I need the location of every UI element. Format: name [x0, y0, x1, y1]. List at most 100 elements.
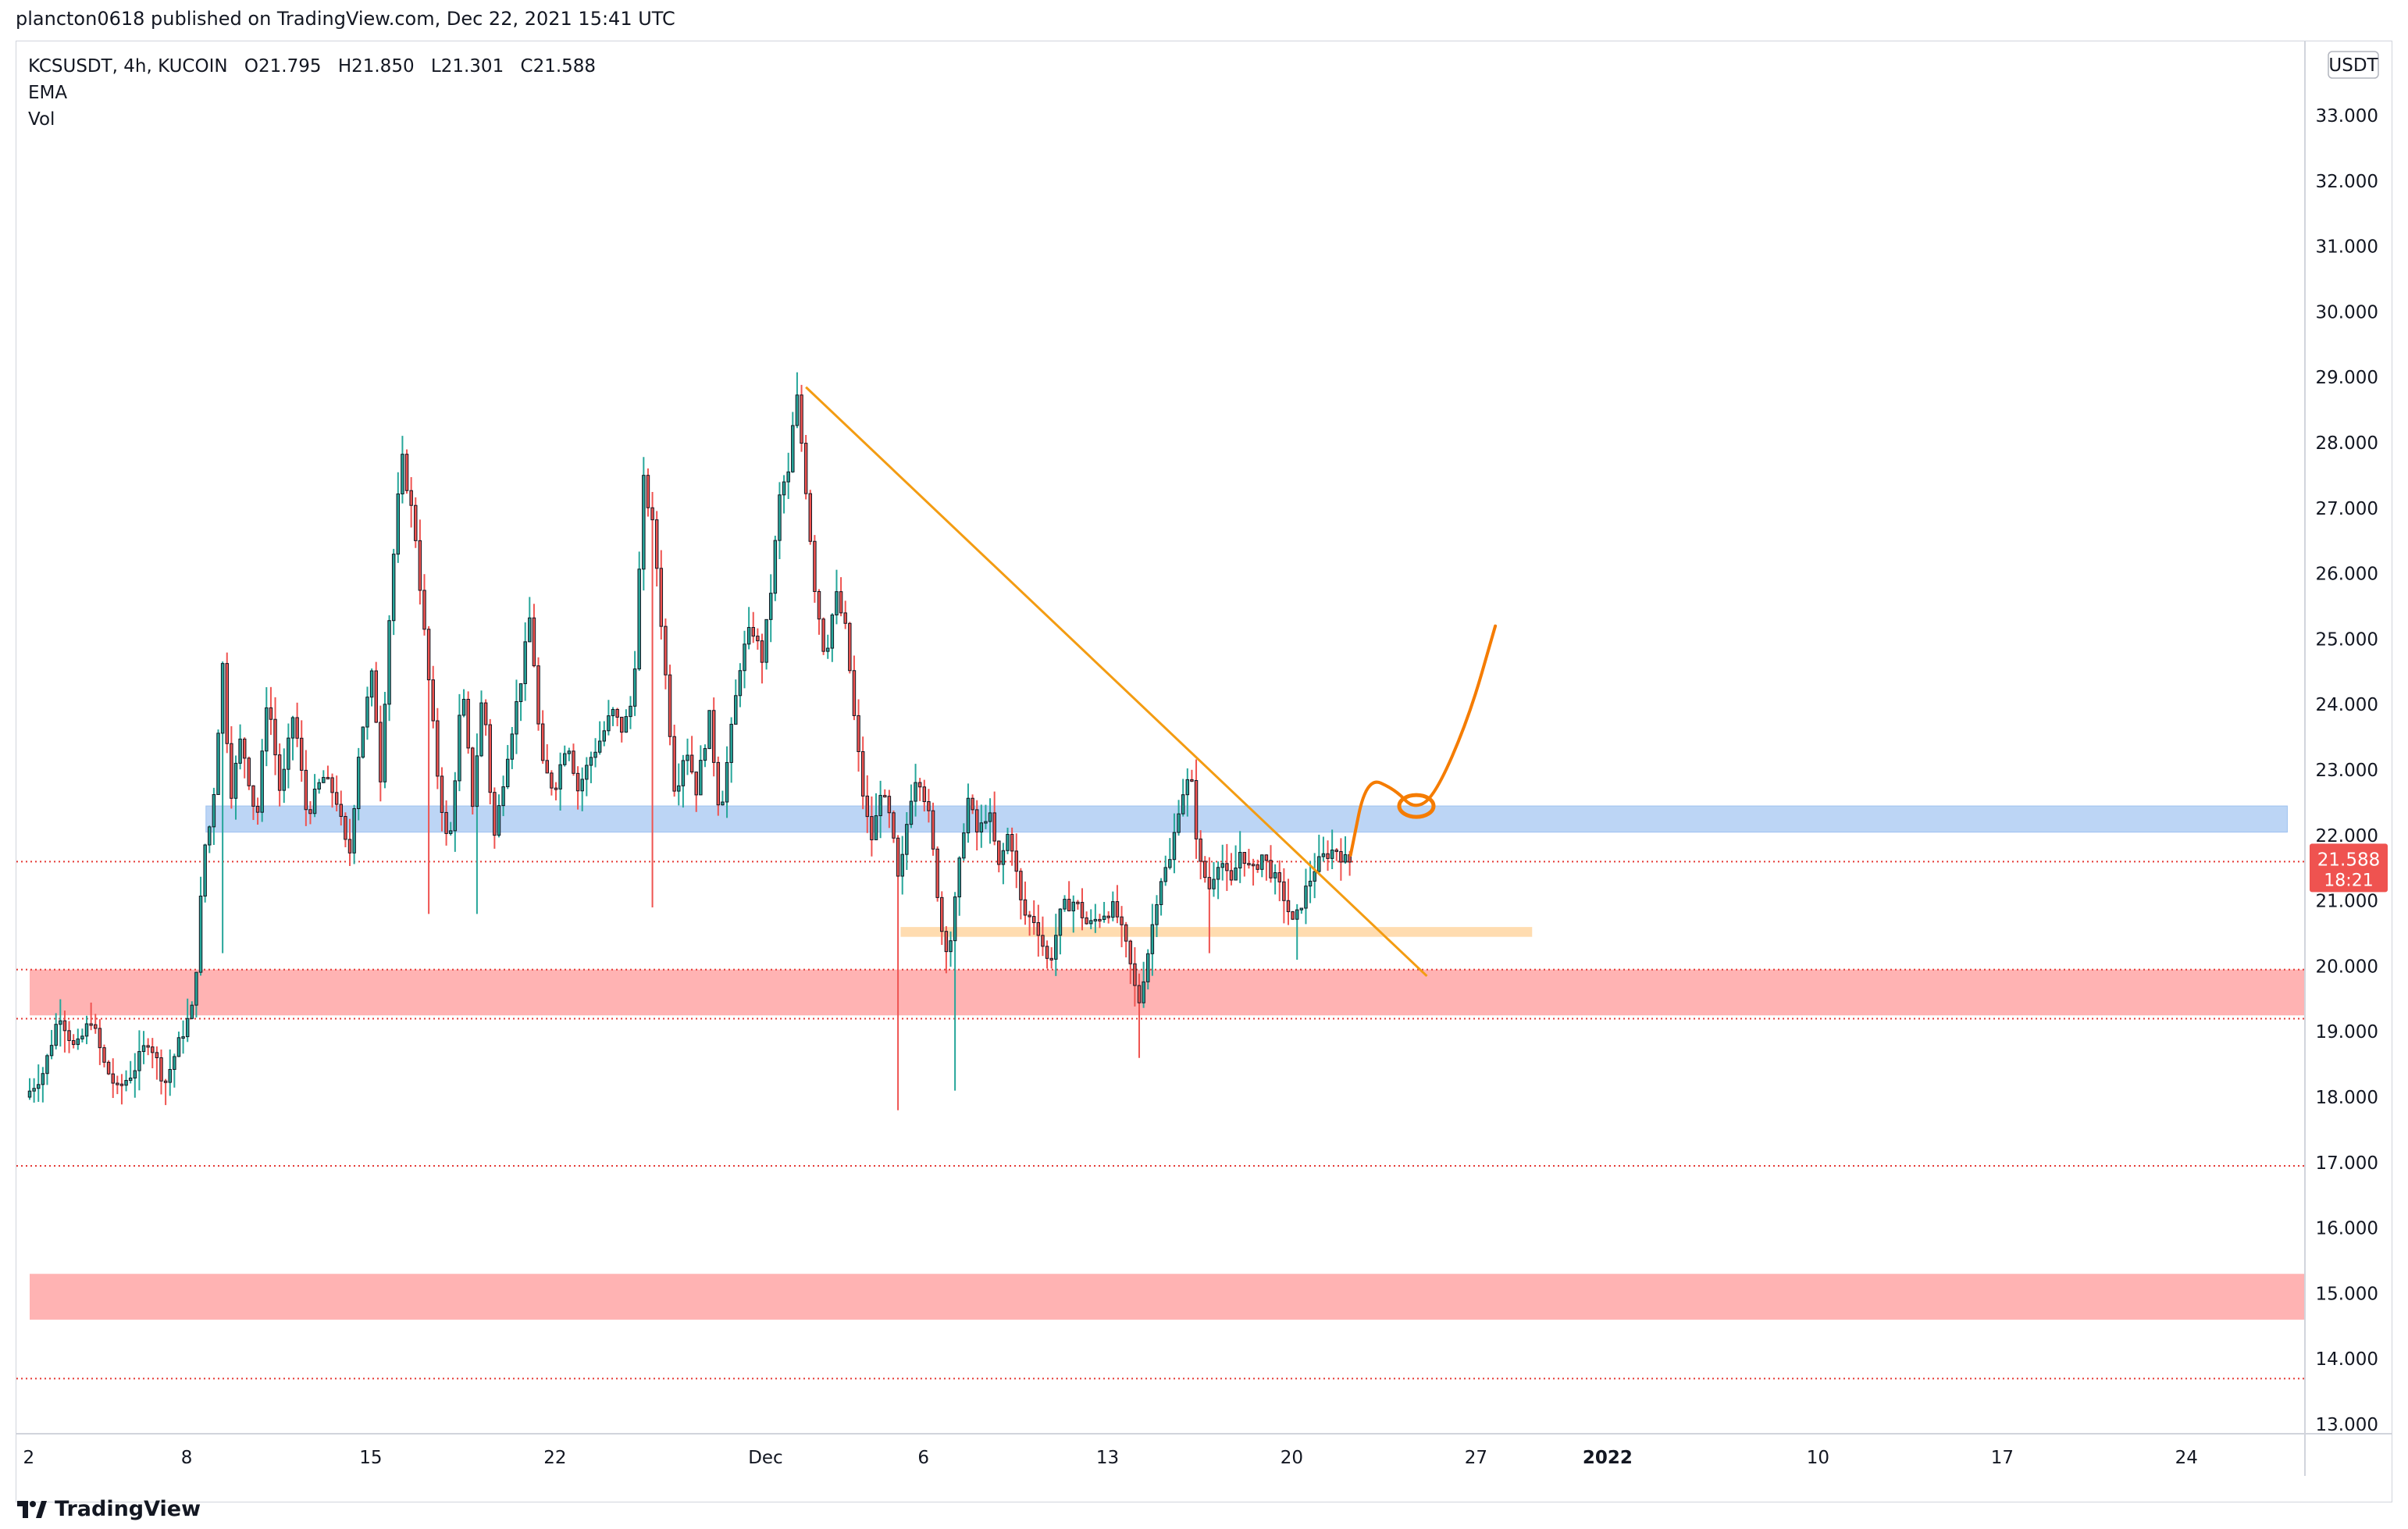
candle[interactable]: [518, 683, 523, 722]
candle[interactable]: [711, 697, 716, 777]
candle[interactable]: [1111, 891, 1115, 921]
candle[interactable]: [1216, 861, 1220, 900]
candle[interactable]: [953, 892, 957, 1091]
candle[interactable]: [330, 773, 334, 808]
candle[interactable]: [1146, 949, 1150, 990]
descending-trendline[interactable]: [805, 386, 1428, 978]
candle[interactable]: [1142, 961, 1145, 1008]
candle[interactable]: [1031, 900, 1036, 936]
candle[interactable]: [1229, 853, 1234, 886]
candle[interactable]: [255, 797, 260, 825]
candle[interactable]: [558, 752, 562, 811]
candle[interactable]: [146, 1038, 150, 1056]
candle[interactable]: [1264, 854, 1269, 881]
candle[interactable]: [444, 800, 448, 846]
candle[interactable]: [194, 971, 198, 1018]
candle[interactable]: [461, 689, 466, 718]
candle[interactable]: [290, 715, 295, 761]
candle[interactable]: [593, 738, 597, 768]
candle[interactable]: [536, 657, 540, 731]
candle[interactable]: [383, 692, 387, 789]
candle[interactable]: [1212, 861, 1216, 897]
candle[interactable]: [76, 1028, 80, 1050]
candle[interactable]: [185, 998, 190, 1042]
candle[interactable]: [89, 1002, 93, 1031]
candle[interactable]: [654, 511, 659, 586]
candle[interactable]: [334, 775, 339, 811]
candle[interactable]: [1308, 861, 1313, 904]
candle[interactable]: [287, 723, 290, 789]
candle[interactable]: [220, 661, 225, 953]
candle[interactable]: [409, 477, 413, 528]
candle[interactable]: [181, 1020, 185, 1054]
candle[interactable]: [883, 789, 887, 798]
candle[interactable]: [843, 601, 847, 629]
candle[interactable]: [431, 665, 435, 729]
candle[interactable]: [764, 618, 768, 670]
candle[interactable]: [966, 783, 971, 843]
candle[interactable]: [637, 551, 641, 672]
currency-badge[interactable]: USDT: [2328, 51, 2379, 79]
candle[interactable]: [1014, 833, 1018, 889]
candle[interactable]: [935, 846, 939, 902]
candle[interactable]: [597, 721, 602, 755]
candle[interactable]: [1177, 800, 1181, 836]
candle[interactable]: [203, 843, 207, 903]
candle[interactable]: [396, 472, 401, 563]
candle[interactable]: [689, 736, 694, 775]
candle[interactable]: [1067, 881, 1071, 912]
candle[interactable]: [721, 790, 725, 806]
candle[interactable]: [497, 794, 501, 838]
candle[interactable]: [909, 784, 914, 829]
candle[interactable]: [900, 836, 904, 895]
candle[interactable]: [374, 661, 378, 723]
candle[interactable]: [488, 718, 492, 804]
candle[interactable]: [940, 891, 944, 946]
candle[interactable]: [615, 707, 619, 727]
candle[interactable]: [1225, 843, 1229, 891]
candle[interactable]: [580, 767, 584, 811]
candle[interactable]: [632, 650, 637, 716]
candle[interactable]: [1124, 921, 1128, 957]
candle[interactable]: [865, 775, 870, 833]
candle[interactable]: [1159, 878, 1163, 916]
candle[interactable]: [1251, 858, 1256, 886]
candle[interactable]: [756, 628, 760, 650]
candle[interactable]: [404, 449, 409, 494]
candle[interactable]: [585, 757, 589, 797]
candle[interactable]: [997, 840, 1001, 873]
candle[interactable]: [84, 1015, 89, 1045]
candle[interactable]: [308, 800, 312, 825]
candle[interactable]: [1085, 911, 1088, 925]
candle[interactable]: [1128, 939, 1133, 985]
candle[interactable]: [173, 1053, 176, 1088]
candle[interactable]: [339, 790, 344, 826]
candle[interactable]: [515, 679, 518, 754]
candle[interactable]: [1269, 845, 1273, 883]
candle[interactable]: [1049, 946, 1053, 969]
candle[interactable]: [436, 707, 440, 789]
candle[interactable]: [1181, 779, 1185, 817]
candle[interactable]: [791, 412, 795, 473]
candle[interactable]: [133, 1053, 137, 1098]
candle[interactable]: [1282, 868, 1286, 924]
candle[interactable]: [137, 1030, 141, 1091]
projection-loop[interactable]: [1397, 793, 1436, 819]
candle[interactable]: [322, 770, 326, 783]
candle[interactable]: [852, 655, 857, 721]
candle[interactable]: [659, 550, 664, 640]
candle[interactable]: [1277, 860, 1281, 902]
candle[interactable]: [725, 746, 729, 818]
candle[interactable]: [896, 835, 900, 1110]
candle[interactable]: [857, 699, 860, 772]
candle[interactable]: [716, 756, 721, 816]
candle[interactable]: [448, 822, 453, 836]
resistance-zone-blue[interactable]: [205, 805, 2288, 833]
candle[interactable]: [102, 1044, 106, 1067]
candle[interactable]: [1256, 859, 1259, 873]
candle[interactable]: [914, 764, 917, 817]
candle[interactable]: [190, 1001, 194, 1020]
candle[interactable]: [707, 710, 711, 750]
candle[interactable]: [1036, 904, 1041, 957]
candle[interactable]: [1238, 831, 1242, 883]
